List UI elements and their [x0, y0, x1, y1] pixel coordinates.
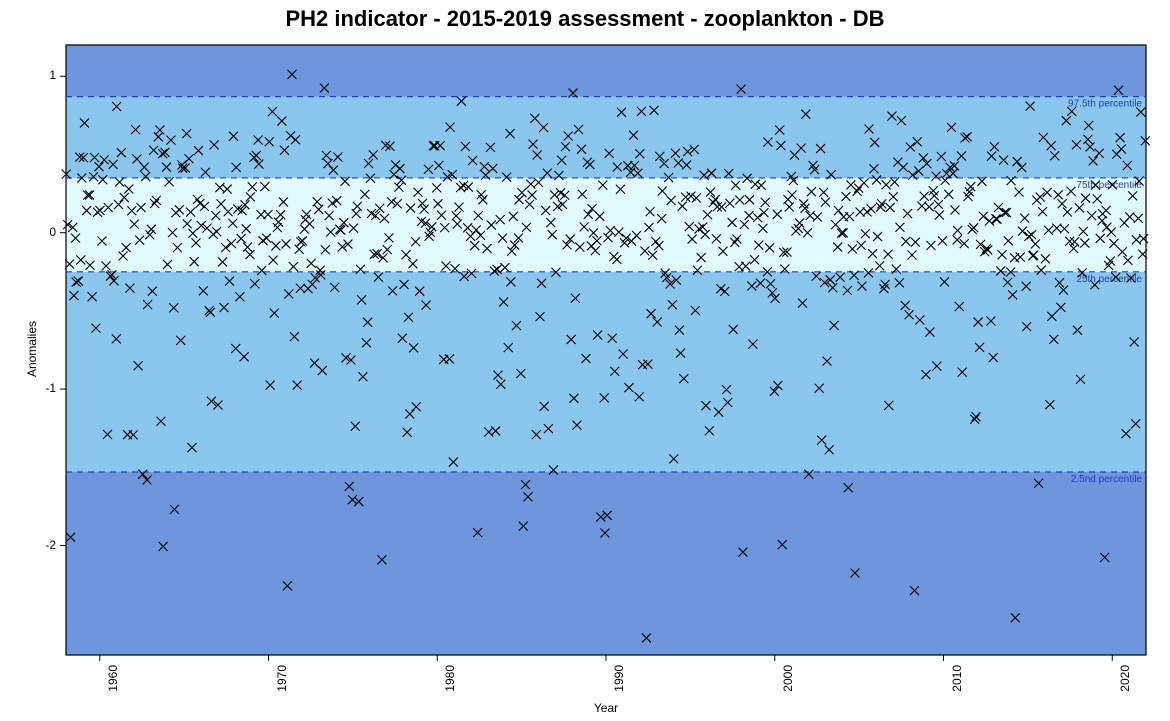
- x-tick-label: 2000: [781, 665, 795, 699]
- percentile-band: [66, 97, 1146, 178]
- percentile-label: 2.5nd percentile: [1071, 474, 1143, 485]
- x-tick-label: 1970: [275, 665, 289, 699]
- y-tick-label: -1: [26, 381, 56, 395]
- y-tick-label: 1: [26, 68, 56, 82]
- percentile-band: [66, 472, 1146, 655]
- x-tick-label: 2010: [950, 665, 964, 699]
- y-tick-label: 0: [26, 225, 56, 239]
- y-tick-label: -2: [26, 538, 56, 552]
- percentile-label: 97.5th percentile: [1068, 99, 1142, 110]
- x-tick-label: 1980: [443, 665, 457, 699]
- x-tick-label: 1960: [106, 665, 120, 699]
- x-tick-label: 2020: [1118, 665, 1132, 699]
- x-tick-label: 1990: [612, 665, 626, 699]
- plot-area: 97.5th percentile75th percentile25th per…: [0, 0, 1170, 721]
- chart-container: PH2 indicator - 2015-2019 assessment - z…: [0, 0, 1170, 721]
- percentile-band: [66, 45, 1146, 97]
- percentile-band: [66, 272, 1146, 472]
- percentile-band: [66, 178, 1146, 272]
